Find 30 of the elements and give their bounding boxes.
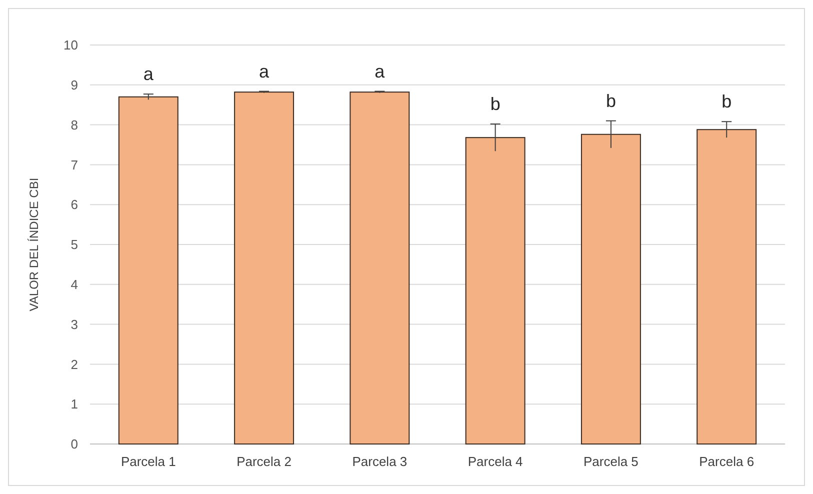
y-tick-label: 7 — [70, 157, 78, 172]
bar — [118, 96, 178, 444]
bar — [580, 134, 641, 444]
bar — [465, 137, 526, 444]
y-tick-label: 8 — [70, 117, 78, 132]
annotation: a — [374, 61, 386, 82]
x-tick-label: Parcela 1 — [120, 454, 176, 469]
y-tick-label: 4 — [70, 276, 78, 292]
x-tick-label: Parcela 4 — [468, 454, 523, 469]
bar — [696, 129, 757, 444]
x-tick-label: Parcela 2 — [236, 454, 292, 469]
y-tick-label: 0 — [70, 436, 78, 452]
annotation: b — [722, 92, 732, 112]
y-tick-label: 6 — [70, 197, 78, 212]
y-tick-label: 9 — [70, 77, 78, 92]
bar — [350, 92, 410, 444]
y-tick-label: 3 — [70, 316, 78, 332]
annotation: a — [143, 64, 154, 84]
annotation: b — [490, 94, 500, 114]
x-tick-label: Parcela 6 — [699, 454, 754, 469]
annotation: a — [259, 61, 270, 82]
bar — [234, 92, 294, 444]
y-tick-label: 1 — [70, 396, 78, 412]
y-tick-label: 10 — [64, 38, 78, 53]
x-tick-label: Parcela 3 — [352, 454, 408, 469]
y-tick-label: 5 — [70, 237, 78, 252]
y-axis-title: VALOR DEL ÍNDICE CBI — [27, 178, 41, 312]
x-tick-label: Parcela 5 — [584, 454, 638, 469]
y-tick-label: 2 — [70, 356, 78, 372]
annotation: b — [606, 90, 616, 111]
